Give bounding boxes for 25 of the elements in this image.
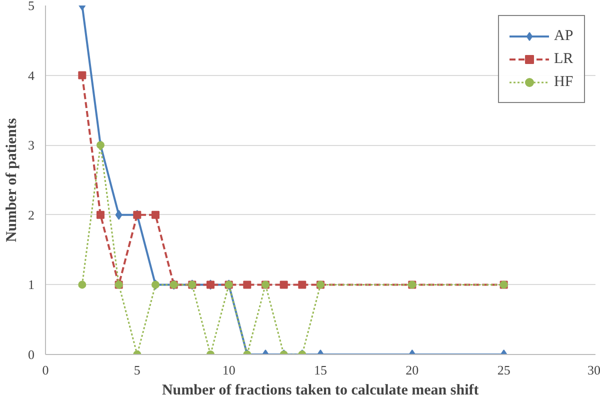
y-tick-label: 2 <box>28 207 34 222</box>
point <box>96 210 104 219</box>
point <box>78 280 86 289</box>
y-tick-label: 0 <box>28 347 34 362</box>
x-tick-label: 0 <box>42 362 49 378</box>
point <box>152 210 160 219</box>
x-tick-label: 15 <box>314 362 327 378</box>
y-tick-label: 3 <box>28 138 34 153</box>
legend-label: AP <box>554 28 574 44</box>
x-axis-title: Number of fractions taken to calculate mean shift <box>162 382 479 398</box>
y-tick-label: 5 <box>28 0 34 13</box>
point <box>243 280 252 289</box>
x-tick-label: 25 <box>497 362 510 378</box>
legend-label: HF <box>554 74 574 90</box>
x-tick-label: 30 <box>588 362 600 378</box>
legend-label: LR <box>554 50 574 68</box>
y-tick-label: 1 <box>28 277 34 292</box>
y-axis-title: Number of patients <box>4 118 20 242</box>
x-tick-label: 5 <box>134 362 140 378</box>
point <box>298 280 306 289</box>
point <box>280 280 288 289</box>
y-tick-label: 4 <box>28 68 35 83</box>
point <box>115 210 122 220</box>
x-tick-label: 10 <box>222 362 236 378</box>
x-tick-label: 20 <box>406 362 419 378</box>
